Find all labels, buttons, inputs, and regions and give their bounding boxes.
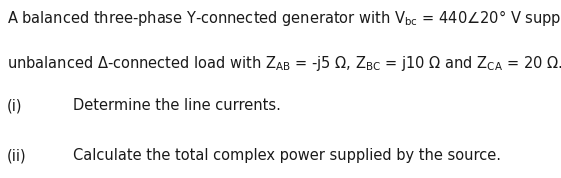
Text: Determine the line currents.: Determine the line currents. [73, 98, 281, 113]
Text: A balanced three-phase Y-connected generator with $\mathregular{V_{bc}}$ = 440$\: A balanced three-phase Y-connected gener… [7, 8, 561, 28]
Text: (ii): (ii) [7, 148, 26, 163]
Text: unbalanced Δ-connected load with $\mathregular{Z_{AB}}$ = -j5 Ω, $\mathregular{Z: unbalanced Δ-connected load with $\mathr… [7, 54, 561, 73]
Text: (i): (i) [7, 98, 22, 113]
Text: Calculate the total complex power supplied by the source.: Calculate the total complex power suppli… [73, 148, 501, 163]
